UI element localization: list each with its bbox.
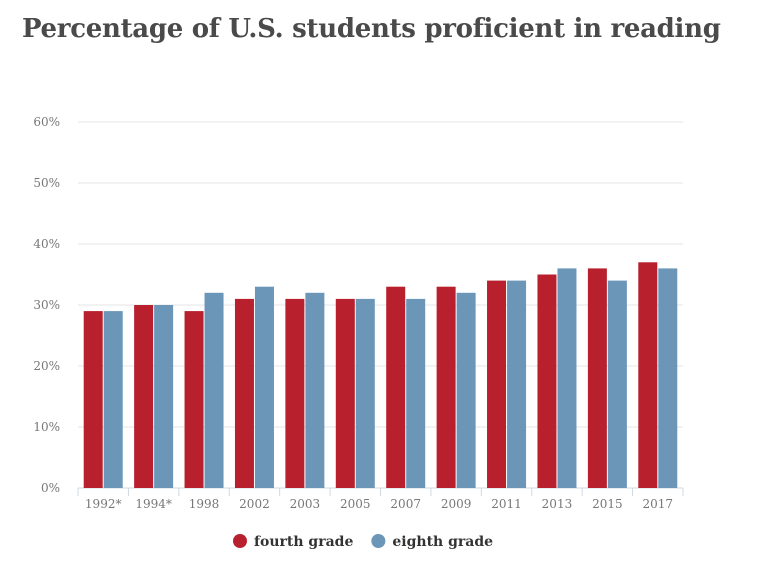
legend-label: fourth grade <box>254 534 353 550</box>
bar-eighth-grade <box>607 280 627 488</box>
bar-fourth-grade <box>134 305 154 488</box>
bar-fourth-grade <box>436 286 456 488</box>
bar-eighth-grade <box>406 298 426 488</box>
x-tick-label: 2011 <box>491 497 522 511</box>
bar-fourth-grade <box>234 298 254 488</box>
chart-title: Percentage of U.S. students proficient i… <box>22 14 721 44</box>
bar-eighth-grade <box>507 280 527 488</box>
bar-fourth-grade <box>335 298 355 488</box>
bar-eighth-grade <box>355 298 375 488</box>
x-tick-label: 1998 <box>189 497 220 511</box>
y-tick-label: 60% <box>33 115 60 129</box>
bar-eighth-grade <box>254 286 274 488</box>
x-tick-label: 2013 <box>542 497 573 511</box>
x-tick-label: 2017 <box>643 497 674 511</box>
bar-eighth-grade <box>658 268 678 488</box>
bar-eighth-grade <box>103 311 123 488</box>
bar-fourth-grade <box>285 298 305 488</box>
bar-fourth-grade <box>83 311 103 488</box>
bar-fourth-grade <box>487 280 507 488</box>
bar-fourth-grade <box>184 311 204 488</box>
y-tick-label: 0% <box>41 481 60 495</box>
x-tick-label: 2002 <box>239 497 270 511</box>
y-tick-label: 40% <box>33 237 60 251</box>
y-tick-label: 50% <box>33 176 60 190</box>
x-tick-label: 1994* <box>135 497 172 511</box>
bar-eighth-grade <box>154 305 174 488</box>
bar-eighth-grade <box>305 292 325 488</box>
legend-label: eighth grade <box>392 534 493 550</box>
bar-fourth-grade <box>587 268 607 488</box>
x-tick-label: 2003 <box>290 497 321 511</box>
bar-eighth-grade <box>456 292 476 488</box>
y-tick-label: 20% <box>33 359 60 373</box>
legend-marker <box>233 534 247 548</box>
bar-eighth-grade <box>204 292 224 488</box>
x-tick-label: 2009 <box>441 497 472 511</box>
bar-fourth-grade <box>638 262 658 488</box>
bar-fourth-grade <box>537 274 557 488</box>
x-tick-label: 2007 <box>390 497 421 511</box>
y-tick-label: 10% <box>33 420 60 434</box>
x-tick-label: 1992* <box>85 497 122 511</box>
bar-eighth-grade <box>557 268 577 488</box>
bar-fourth-grade <box>386 286 406 488</box>
y-tick-label: 30% <box>33 298 60 312</box>
x-tick-label: 2015 <box>592 497 623 511</box>
x-tick-label: 2005 <box>340 497 371 511</box>
legend-marker <box>371 534 386 548</box>
